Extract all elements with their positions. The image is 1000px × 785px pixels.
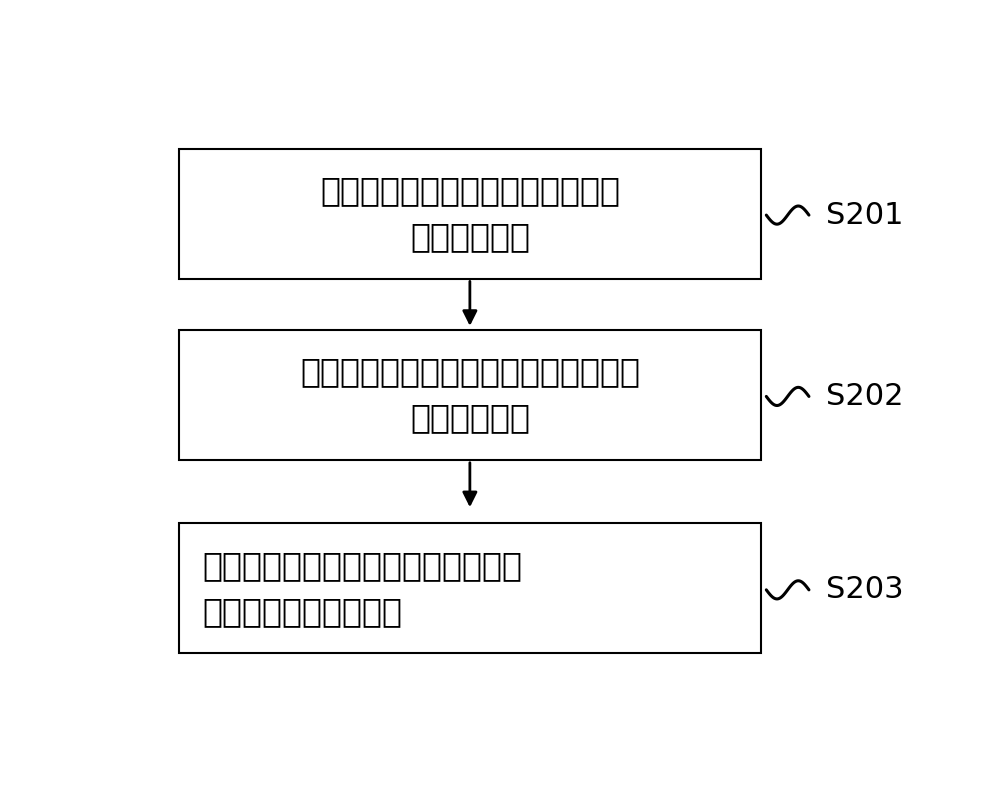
Text: S201: S201 xyxy=(826,201,904,229)
FancyBboxPatch shape xyxy=(179,148,761,279)
FancyBboxPatch shape xyxy=(179,524,761,653)
Text: 以目标设备为参考系，获取激光雷达的
第二标定矩阵: 以目标设备为参考系，获取激光雷达的 第二标定矩阵 xyxy=(300,356,640,434)
Text: S203: S203 xyxy=(826,575,904,604)
Text: 根据第一标定矩阵和第二标定矩阵确
定激光雷达的空间位置: 根据第一标定矩阵和第二标定矩阵确 定激光雷达的空间位置 xyxy=(202,549,522,628)
Text: S202: S202 xyxy=(826,382,904,411)
Text: 以地面为参考系，获取激光雷达的
第一标定矩阵: 以地面为参考系，获取激光雷达的 第一标定矩阵 xyxy=(320,174,620,253)
FancyBboxPatch shape xyxy=(179,330,761,460)
